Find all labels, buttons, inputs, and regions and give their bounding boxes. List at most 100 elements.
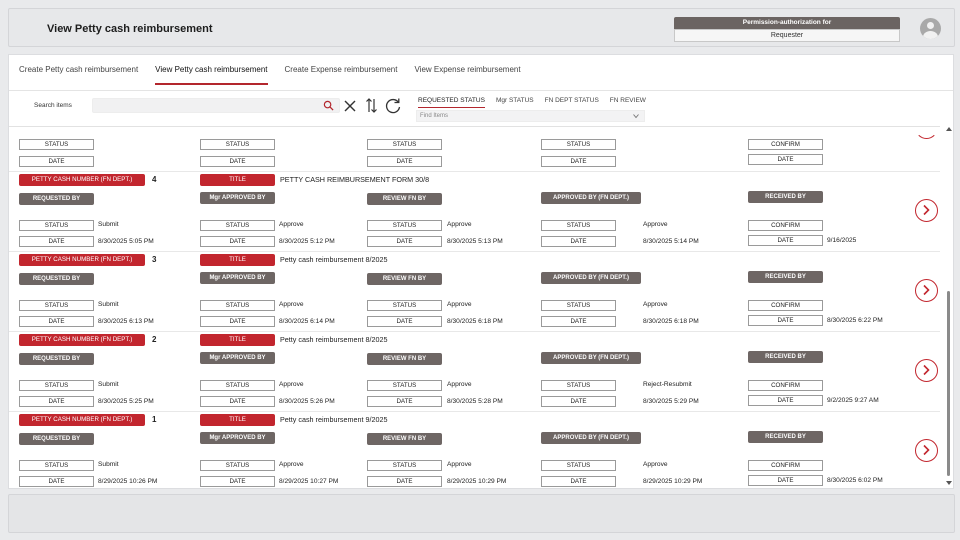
- received-by-label: RECEIVED BY: [748, 271, 823, 283]
- open-record-arrow-icon[interactable]: [915, 127, 938, 139]
- scroll-down-arrow-icon[interactable]: [946, 481, 952, 485]
- record-card[interactable]: PETTY CASH NUMBER (FN DEPT.) 2 TITLE Petty …: [9, 332, 940, 412]
- review-fn-by-label: REVIEW FN BY: [367, 193, 442, 205]
- open-record-arrow-icon[interactable]: [915, 199, 938, 222]
- title-label: TITLE: [200, 414, 275, 426]
- review-status-value: Approve: [447, 461, 472, 468]
- mgr-status-label: STATUS: [200, 460, 275, 471]
- req-status-value: Submit: [98, 301, 119, 308]
- tab-create-petty-cash[interactable]: Create Petty cash reimbursement: [19, 65, 139, 74]
- mgr-status-value: Approve: [279, 381, 304, 388]
- mgr-date-value: 8/30/2025 5:12 PM: [279, 238, 335, 245]
- req-status-value: Submit: [98, 381, 119, 388]
- requested-by-label: REQUESTED BY: [19, 193, 94, 205]
- user-avatar-icon[interactable]: [920, 18, 941, 39]
- search-input[interactable]: [92, 98, 340, 113]
- filter-requested-status[interactable]: REQUESTED STATUS: [418, 97, 485, 108]
- confirm-label: CONFIRM: [748, 220, 823, 231]
- received-by-label: RECEIVED BY: [748, 431, 823, 443]
- mgr-approved-by-label: Mgr APPROVED BY: [200, 192, 275, 204]
- search-label: Search items: [34, 102, 72, 109]
- req-status-value: Submit: [98, 461, 119, 468]
- req-date-value: 8/30/2025 6:13 PM: [98, 318, 154, 325]
- search-icon[interactable]: [323, 100, 334, 111]
- tab-view-expense[interactable]: View Expense reimbursement: [414, 65, 521, 74]
- review-date-label: DATE: [367, 396, 442, 407]
- title-label: TITLE: [200, 334, 275, 346]
- tab-divider: [9, 90, 953, 91]
- app-header: View Petty cash reimbursement Permission…: [8, 8, 955, 47]
- confirm-label: CONFIRM: [748, 460, 823, 471]
- mgr-approved-by-label: Mgr APPROVED BY: [200, 432, 275, 444]
- review-status-label: STATUS: [367, 300, 442, 311]
- filter-mgr-status[interactable]: Mgr STATUS: [495, 97, 534, 104]
- req-date-label: DATE: [19, 236, 94, 247]
- filter-fn-dept-status[interactable]: FN DEPT STATUS: [544, 97, 599, 104]
- open-record-arrow-icon[interactable]: [915, 279, 938, 302]
- scrollbar-thumb[interactable]: [947, 291, 950, 476]
- fn-status-value: Approve: [643, 301, 668, 308]
- received-by-label: RECEIVED BY: [748, 351, 823, 363]
- record-card[interactable]: PETTY CASH NUMBER (FN DEPT.) 4 TITLE PETTY …: [9, 172, 940, 252]
- approved-by-fn-label: APPROVED BY (FN DEPT.): [541, 192, 641, 204]
- req-status-label: STATUS: [19, 380, 94, 391]
- req-status-value: Submit: [98, 221, 119, 228]
- tab-view-petty-cash[interactable]: View Petty cash reimbursement: [155, 65, 268, 85]
- sort-icon[interactable]: [365, 97, 378, 114]
- req-date-label: DATE: [19, 396, 94, 407]
- approved-by-fn-label: APPROVED BY (FN DEPT.): [541, 352, 641, 364]
- confirm-date-value: 8/30/2025 6:22 PM: [827, 317, 883, 324]
- mgr-status-label: STATUS: [200, 300, 275, 311]
- fn-date-value: 8/30/2025 5:14 PM: [643, 238, 699, 245]
- mgr-date-label: DATE: [200, 156, 275, 167]
- fn-status-value: Approve: [643, 461, 668, 468]
- confirm-date-label: DATE: [748, 395, 823, 406]
- review-date-value: 8/30/2025 5:13 PM: [447, 238, 503, 245]
- record-title: Petty cash reimbursement 8/2025: [280, 255, 388, 264]
- petty-cash-number-label: PETTY CASH NUMBER (FN DEPT.): [19, 334, 145, 346]
- mgr-date-value: 8/30/2025 5:26 PM: [279, 398, 335, 405]
- mgr-date-label: DATE: [200, 316, 275, 327]
- refresh-icon[interactable]: [384, 97, 402, 115]
- mgr-status-value: Approve: [279, 221, 304, 228]
- open-record-arrow-icon[interactable]: [915, 439, 938, 462]
- filter-fn-review[interactable]: FN REVIEW: [609, 97, 646, 104]
- mgr-date-label: DATE: [200, 476, 275, 487]
- page-title: View Petty cash reimbursement: [47, 23, 213, 35]
- review-status-value: Approve: [447, 221, 472, 228]
- petty-cash-number: 1: [152, 415, 157, 424]
- mgr-status-label: STATUS: [200, 220, 275, 231]
- req-date-value: 8/30/2025 5:25 PM: [98, 398, 154, 405]
- fn-status-value: Reject-Resubmit: [643, 381, 692, 388]
- fn-date-value: 8/30/2025 5:29 PM: [643, 398, 699, 405]
- record-card[interactable]: PETTY CASH NUMBER (FN DEPT.) 3 TITLE Petty …: [9, 252, 940, 332]
- req-status-label: STATUS: [19, 139, 94, 150]
- confirm-date-value: 9/2/2025 9:27 AM: [827, 397, 879, 404]
- fn-status-label: STATUS: [541, 220, 616, 231]
- main-panel: Create Petty cash reimbursement View Pet…: [8, 54, 954, 489]
- review-fn-by-label: REVIEW FN BY: [367, 273, 442, 285]
- approved-by-fn-label: APPROVED BY (FN DEPT.): [541, 432, 641, 444]
- records-list[interactable]: STATUS STATUS STATUS STATUS DATE DATE DATE DATE…: [9, 126, 940, 488]
- close-icon[interactable]: [343, 99, 357, 113]
- review-date-value: 8/30/2025 6:18 PM: [447, 318, 503, 325]
- fn-status-label: STATUS: [541, 139, 616, 150]
- scroll-up-arrow-icon[interactable]: [946, 127, 952, 131]
- petty-cash-number-label: PETTY CASH NUMBER (FN DEPT.): [19, 254, 145, 266]
- open-record-arrow-icon[interactable]: [915, 359, 938, 382]
- record-card[interactable]: PETTY CASH NUMBER (FN DEPT.) 1 TITLE Petty …: [9, 412, 940, 488]
- permission-value[interactable]: Requester: [674, 29, 900, 42]
- mgr-date-value: 8/30/2025 6:14 PM: [279, 318, 335, 325]
- review-status-label: STATUS: [367, 380, 442, 391]
- tab-create-expense[interactable]: Create Expense reimbursement: [284, 65, 398, 74]
- review-date-label: DATE: [367, 156, 442, 167]
- petty-cash-number-label: PETTY CASH NUMBER (FN DEPT.): [19, 414, 145, 426]
- find-items-dropdown[interactable]: Find Items: [416, 110, 645, 122]
- received-by-label: RECEIVED BY: [748, 191, 823, 203]
- review-fn-by-label: REVIEW FN BY: [367, 433, 442, 445]
- confirm-label: CONFIRM: [748, 300, 823, 311]
- permission-box[interactable]: Permission-authorization for Requester: [674, 17, 900, 42]
- fn-status-label: STATUS: [541, 460, 616, 471]
- scrollbar[interactable]: [945, 126, 953, 488]
- review-date-label: DATE: [367, 236, 442, 247]
